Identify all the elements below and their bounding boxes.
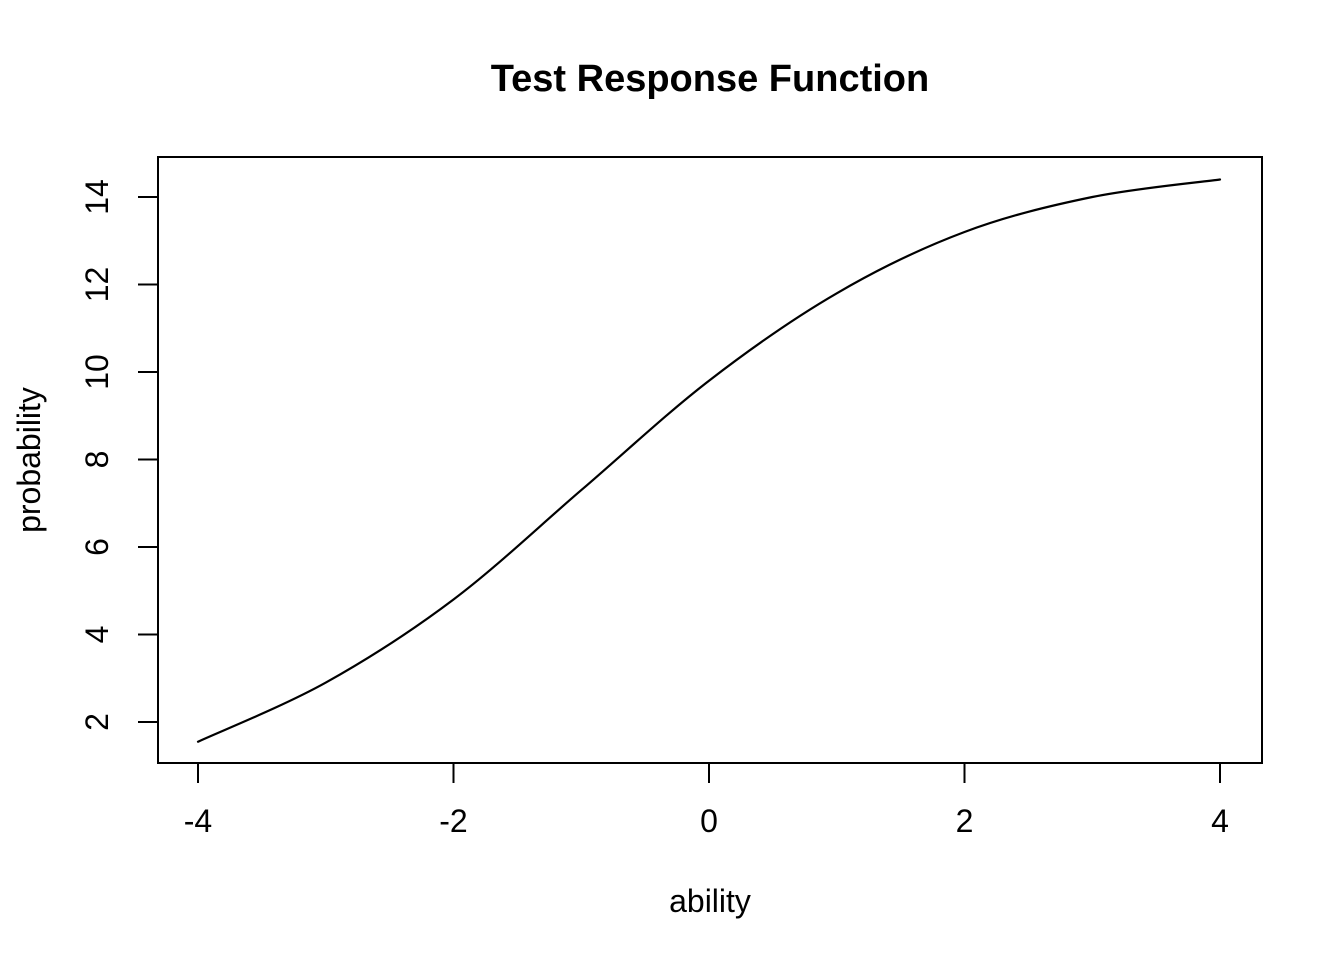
x-tick-label: 0 xyxy=(700,803,718,839)
y-axis-title: probability xyxy=(11,387,47,533)
x-tick-label: 4 xyxy=(1211,803,1229,839)
chart-title: Test Response Function xyxy=(491,58,929,100)
x-axis: -4 -2 0 2 4 xyxy=(184,763,1229,839)
y-tick-label: 6 xyxy=(79,538,115,556)
y-tick-label: 4 xyxy=(79,626,115,644)
trf-curve xyxy=(196,178,1222,743)
y-tick-label: 12 xyxy=(79,267,115,303)
x-axis-title: ability xyxy=(669,883,751,919)
y-tick-label: 14 xyxy=(79,179,115,215)
y-axis: 2 4 6 8 10 12 14 xyxy=(79,179,158,731)
x-tick-label: -2 xyxy=(439,803,467,839)
x-tick-label: 2 xyxy=(956,803,974,839)
x-tick-label: -4 xyxy=(184,803,212,839)
y-tick-label: 10 xyxy=(79,354,115,390)
y-tick-label: 2 xyxy=(79,713,115,731)
plot-box xyxy=(157,156,1263,764)
y-tick-label: 8 xyxy=(79,451,115,469)
series-group xyxy=(196,178,1222,743)
